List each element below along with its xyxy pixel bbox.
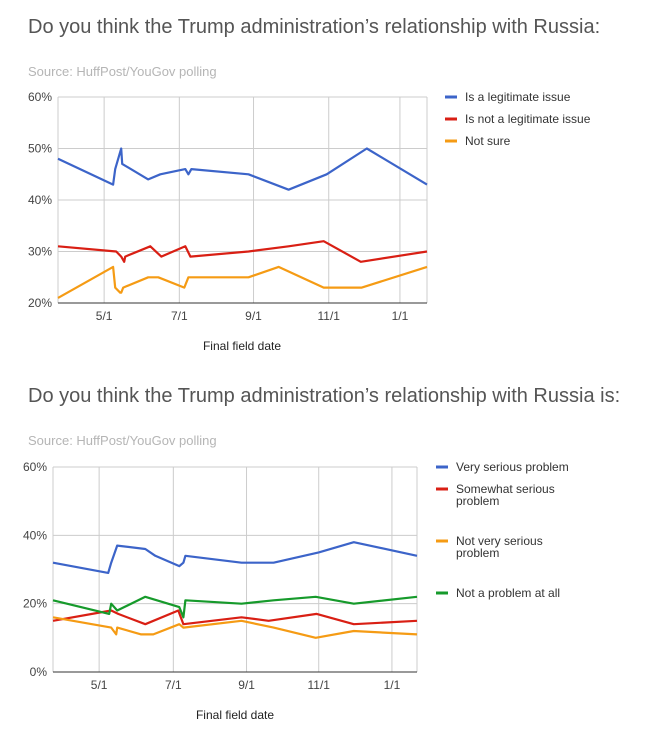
chart-title: Do you think the Trump administration’s … xyxy=(28,385,621,407)
chart-subtitle: Source: HuffPost/YouGov polling xyxy=(28,64,217,79)
x-tick-label: 11/1 xyxy=(317,309,340,323)
chart-1: Do you think the Trump administration’s … xyxy=(0,0,664,365)
legend-entry: Not a problem at all xyxy=(436,586,560,600)
line-chart-1: 20% 30% 40% 50% 60% 5/1 7/1 9/1 11/1 1/1 Final fie… xyxy=(28,90,591,353)
y-tick-label: 60% xyxy=(23,460,47,474)
legend-label: Is not a legitimate issue xyxy=(465,112,591,126)
series-line-not-a-problem-at-all xyxy=(52,595,418,619)
x-tick-label: 5/1 xyxy=(96,309,113,323)
series-line-very-serious-problem xyxy=(52,541,418,574)
legend-entry: Is not a legitimate issue xyxy=(445,112,591,126)
legend-label: Not a problem at all xyxy=(456,586,560,600)
legend-entry: Not sure xyxy=(445,134,511,148)
series-line-is-a-legitimate-issue xyxy=(57,147,428,191)
series-line-not-sure xyxy=(57,265,428,299)
y-tick-label: 20% xyxy=(28,296,52,310)
x-tick-label: 9/1 xyxy=(245,309,262,323)
legend-label: Somewhat serious problem xyxy=(456,482,555,508)
legend-label: Very serious problem xyxy=(456,460,569,474)
y-tick-label: 20% xyxy=(23,597,47,611)
series-line-not-very-serious-problem xyxy=(52,616,418,639)
x-tick-label: 1/1 xyxy=(392,309,409,323)
series-line-is-not-a-legitimate-issue xyxy=(57,240,428,263)
x-tick-label: 5/1 xyxy=(91,678,108,692)
x-axis-label: Final field date xyxy=(203,339,281,353)
x-tick-label: 7/1 xyxy=(165,678,182,692)
legend-entry: Somewhat serious problem xyxy=(436,482,555,508)
y-tick-label: 40% xyxy=(23,528,47,542)
y-tick-label: 40% xyxy=(28,193,52,207)
y-tick-label: 60% xyxy=(28,90,52,104)
x-tick-label: 9/1 xyxy=(238,678,255,692)
legend-entry: Is a legitimate issue xyxy=(445,90,571,104)
y-tick-label: 30% xyxy=(28,245,52,259)
legend-entry: Not very serious problem xyxy=(436,534,543,560)
line-chart-2: 0% 20% 40% 60% 5/1 7/1 9/1 11/1 1/1 Final field d… xyxy=(23,460,569,722)
legend-label: Is a legitimate issue xyxy=(465,90,571,104)
x-tick-label: 7/1 xyxy=(171,309,188,323)
x-tick-label: 1/1 xyxy=(384,678,401,692)
chart-subtitle: Source: HuffPost/YouGov polling xyxy=(28,433,217,448)
y-tick-label: 50% xyxy=(28,142,52,156)
y-tick-label: 0% xyxy=(30,665,48,679)
chart-2: Do you think the Trump administration’s … xyxy=(0,375,664,732)
legend-entry: Very serious problem xyxy=(436,460,569,474)
x-tick-label: 11/1 xyxy=(307,678,330,692)
chart-title: Do you think the Trump administration’s … xyxy=(28,16,601,38)
legend-label: Not sure xyxy=(465,134,511,148)
legend-label: Not very serious problem xyxy=(456,534,543,560)
series-line-somewhat-serious-problem xyxy=(52,609,418,626)
x-axis-label: Final field date xyxy=(196,708,274,722)
